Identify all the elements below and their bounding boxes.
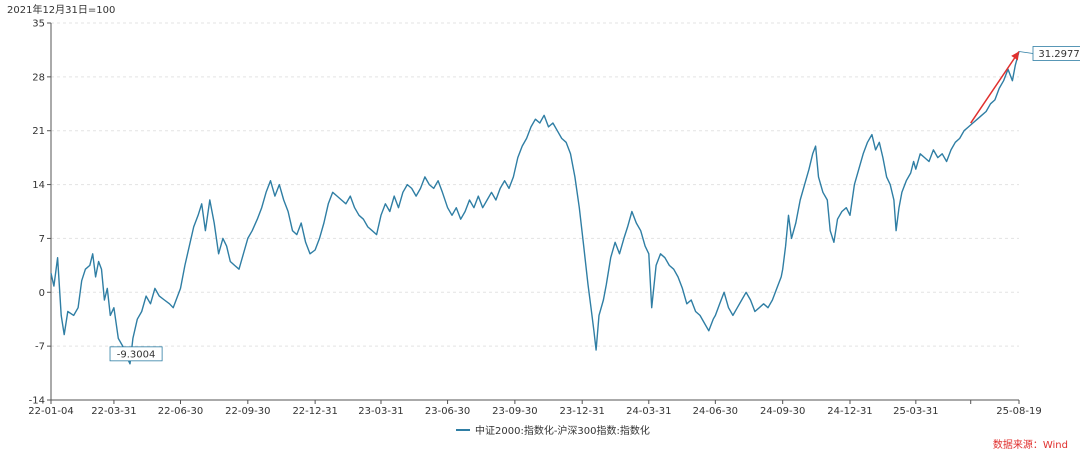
y-tick-label: 35 [32, 19, 45, 30]
x-tick-label: 23-03-31 [358, 406, 403, 417]
series-layer [50, 51, 1020, 365]
x-tick-label: 24-06-30 [693, 406, 738, 417]
x-tick-label: 22-03-31 [91, 406, 136, 417]
y-tick-label: -7 [35, 342, 45, 353]
y-tick-label: -14 [29, 396, 45, 407]
x-tick-label: 25-03-31 [893, 406, 938, 417]
legend-label: 中证2000:指数化-沪深300指数:指数化 [475, 426, 650, 437]
annotation-leader [1018, 51, 1034, 54]
annotation-label: 31.2977 [1038, 49, 1079, 60]
x-tick-label: 22-12-31 [292, 406, 337, 417]
annotation-label: -9.3004 [117, 349, 156, 360]
y-tick-label: 0 [39, 288, 45, 299]
unit-label: 2021年12月31日=100 [7, 3, 115, 16]
x-tick-label: 23-09-30 [492, 406, 537, 417]
legend-swatch [456, 428, 470, 431]
annotation-box [1032, 46, 1080, 61]
y-tick-label: 14 [32, 180, 45, 191]
x-tick-label: 22-09-30 [225, 406, 270, 417]
trend-arrowhead [1011, 51, 1019, 61]
gridlines [51, 22, 1019, 347]
y-tick-label: 7 [39, 234, 45, 245]
source-note: 数据来源：Wind [992, 440, 1068, 451]
annotations: -9.3004 31.2977 [109, 46, 1080, 364]
x-tick-label: 23-12-31 [559, 406, 604, 417]
x-tick-label: 24-09-30 [760, 406, 805, 417]
y-tick-label: 28 [32, 72, 45, 83]
x-tick-label: 24-12-31 [827, 406, 872, 417]
x-tick-label: 22-01-04 [28, 406, 73, 417]
x-tick-label: 23-06-30 [425, 406, 470, 417]
trend-arrow [970, 51, 1020, 124]
y-tick-label: 21 [32, 126, 45, 137]
x-tick-label: 25-08-19 [996, 406, 1041, 417]
x-tick-label: 24-03-31 [626, 406, 671, 417]
annotation-box [109, 346, 163, 362]
legend: 中证2000:指数化-沪深300指数:指数化 [456, 422, 650, 437]
x-tick-label: 22-06-30 [158, 406, 203, 417]
series-line [50, 51, 1020, 365]
